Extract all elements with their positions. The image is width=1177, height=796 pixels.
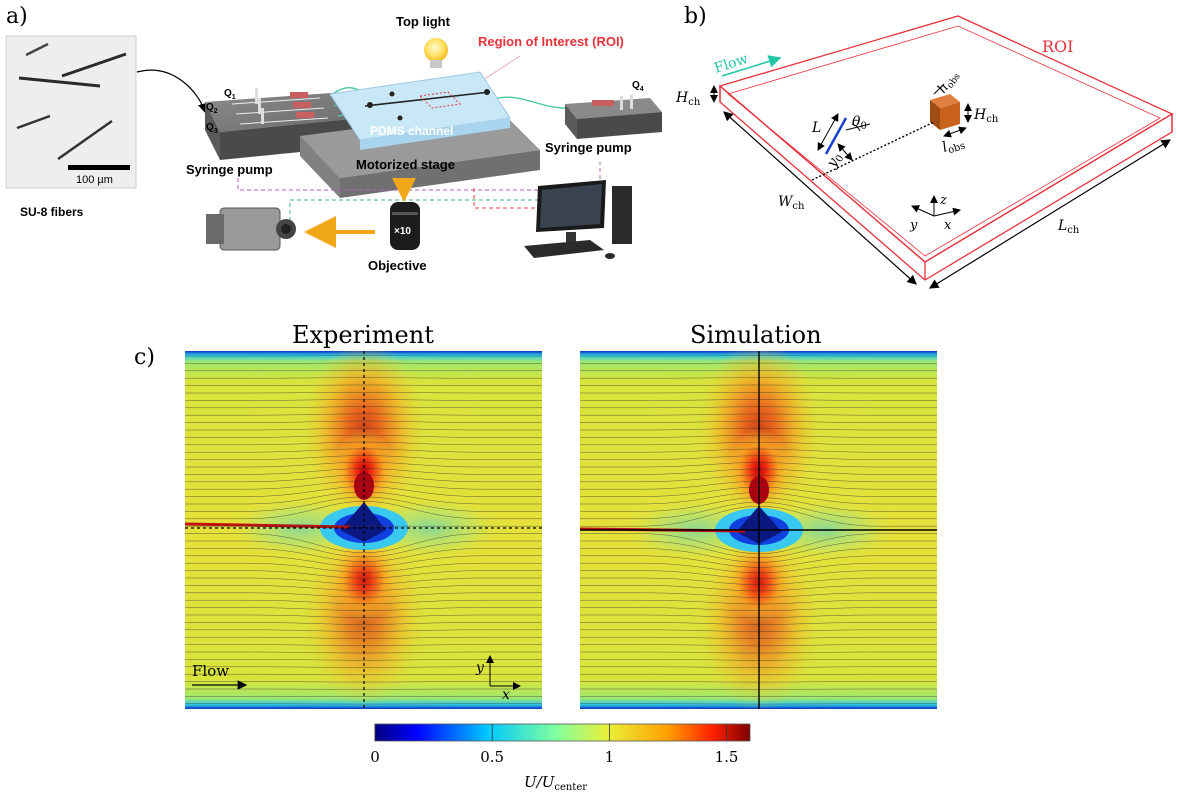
streamline	[185, 461, 542, 468]
axis-z-b: z	[939, 193, 947, 208]
top-light-label: Top light	[396, 14, 451, 29]
colorbar: 0 0.5 1 1.5	[370, 723, 751, 766]
fibers-micrograph: 100 µm	[5, 35, 137, 189]
syringe-pump-left	[205, 88, 360, 160]
streamline	[185, 622, 542, 625]
panel-b: b) ROI Flow Hch hobs Hch lobs	[675, 4, 1174, 289]
streamline	[185, 384, 542, 386]
stage-label: Motorized stage	[356, 157, 455, 172]
axis-y-c: y	[475, 660, 485, 676]
q2-label: Q2	[206, 102, 218, 115]
streamline	[185, 533, 542, 553]
colorbar-tick-label: 0	[370, 748, 380, 766]
syringe-pump-right	[565, 95, 662, 139]
q4-label: Q4	[632, 80, 644, 93]
fibers-caption: SU-8 fibers	[20, 205, 84, 219]
streamline	[185, 577, 542, 585]
streamline	[185, 391, 542, 394]
panel-a: a) 100 µm SU-8 fibers Top light Region o…	[5, 4, 662, 273]
streamline	[185, 629, 542, 632]
fiber-length-label: L	[811, 120, 821, 136]
panel-c: c) Experiment Simulation Flow y x	[134, 321, 937, 793]
scale-bar-label: 100 µm	[76, 174, 113, 186]
w-ch-label: Wch	[778, 194, 805, 212]
obstacle-block	[930, 94, 960, 130]
streamline	[185, 636, 542, 639]
syringe-pump-left-label: Syringe pump	[186, 162, 273, 177]
streamline	[185, 666, 542, 668]
colorbar-tick-label: 1	[605, 748, 615, 766]
objective-icon	[390, 202, 420, 250]
h-obs-label: hobs	[935, 68, 963, 98]
simulation-title: Simulation	[690, 321, 822, 349]
roi-label-a: Region of Interest (ROI)	[478, 34, 624, 49]
streamline	[185, 480, 542, 490]
h-ch-left: Hch	[675, 90, 701, 108]
colorbar-tick-label: 0.5	[480, 748, 504, 766]
panel-b-label: b)	[684, 4, 707, 29]
axis-y-b: y	[909, 218, 918, 233]
axis-x-b: x	[944, 218, 952, 233]
l-obs-label: lobs	[940, 134, 967, 158]
computer-icon	[524, 180, 632, 259]
streamline	[185, 659, 542, 661]
streamline	[185, 570, 542, 579]
roi-label-b: ROI	[1042, 37, 1073, 56]
streamline	[185, 468, 542, 475]
streamline	[185, 486, 542, 497]
colorbar-label: U/Ucenter	[524, 773, 587, 793]
objective-label: Objective	[368, 258, 427, 273]
streamline	[185, 427, 542, 431]
panel-c-label: c)	[134, 345, 155, 370]
theta-label: θ0	[852, 114, 867, 132]
streamline	[185, 555, 542, 568]
q3-label: Q3	[206, 122, 218, 135]
scale-bar	[68, 165, 130, 170]
syringe-pump-right-label: Syringe pump	[545, 140, 632, 155]
q1-label: Q1	[224, 88, 236, 101]
colorbar-tick-label: 1.5	[715, 748, 739, 766]
camera-icon	[206, 207, 296, 251]
l-ch-label: Lch	[1057, 218, 1080, 236]
pdms-channel	[329, 71, 511, 150]
h-ch-obstacle: Hch	[973, 107, 999, 125]
fiber-line	[824, 117, 848, 155]
experiment-title: Experiment	[292, 321, 434, 349]
axes-triad	[911, 195, 961, 217]
axis-x-c: x	[502, 687, 510, 703]
flow-label-c: Flow	[192, 662, 229, 680]
pdms-channel-label: PDMS channel	[370, 124, 453, 138]
objective-mag: ×10	[394, 226, 411, 237]
streamline	[185, 474, 542, 483]
streamline	[185, 562, 542, 573]
panel-a-label: a)	[6, 4, 28, 29]
streamline	[185, 585, 542, 591]
streamline	[185, 420, 542, 423]
streamline	[185, 673, 542, 676]
bulb-icon	[424, 38, 448, 68]
